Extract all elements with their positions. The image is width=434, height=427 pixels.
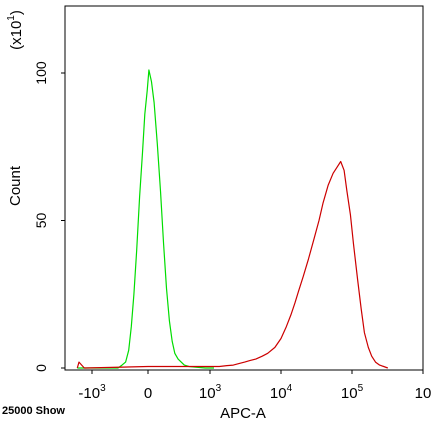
x-tick-label: 103 — [199, 383, 222, 402]
x-tick-label: 10 — [415, 385, 432, 402]
x-tick-base: 10 — [341, 385, 358, 402]
y-multiplier-close: ) — [8, 10, 25, 15]
x-tick-label: 105 — [341, 383, 364, 402]
x-tick-label: -103 — [78, 383, 106, 402]
x-tick-base: 0 — [144, 385, 152, 402]
y-multiplier-exponent: 1 — [6, 15, 17, 21]
y-tick-label: 100 — [33, 61, 49, 85]
footer-label: 25000 Show — [2, 405, 65, 417]
x-tick-base: -10 — [78, 385, 100, 402]
x-tick-base: 10 — [270, 385, 287, 402]
x-tick-base: 10 — [199, 385, 216, 402]
y-tick-label: 0 — [33, 364, 49, 372]
x-tick-exponent: 5 — [358, 383, 364, 394]
y-axis-label: Count — [7, 165, 24, 206]
y-tick-label: 50 — [33, 213, 49, 229]
x-tick-label: 104 — [270, 383, 293, 402]
x-tick-label: 0 — [144, 385, 152, 402]
plot-frame — [64, 5, 424, 371]
x-tick-base: 10 — [415, 385, 432, 402]
x-tick-exponent: 3 — [216, 383, 222, 394]
y-multiplier-label: (x101) — [6, 10, 25, 50]
series-line-1 — [77, 69, 214, 369]
series-line-2 — [76, 160, 389, 369]
y-multiplier-base: (x10 — [8, 21, 25, 50]
x-axis-label: APC-A — [220, 405, 266, 422]
x-tick-exponent: 3 — [100, 383, 106, 394]
x-tick-exponent: 4 — [287, 383, 293, 394]
